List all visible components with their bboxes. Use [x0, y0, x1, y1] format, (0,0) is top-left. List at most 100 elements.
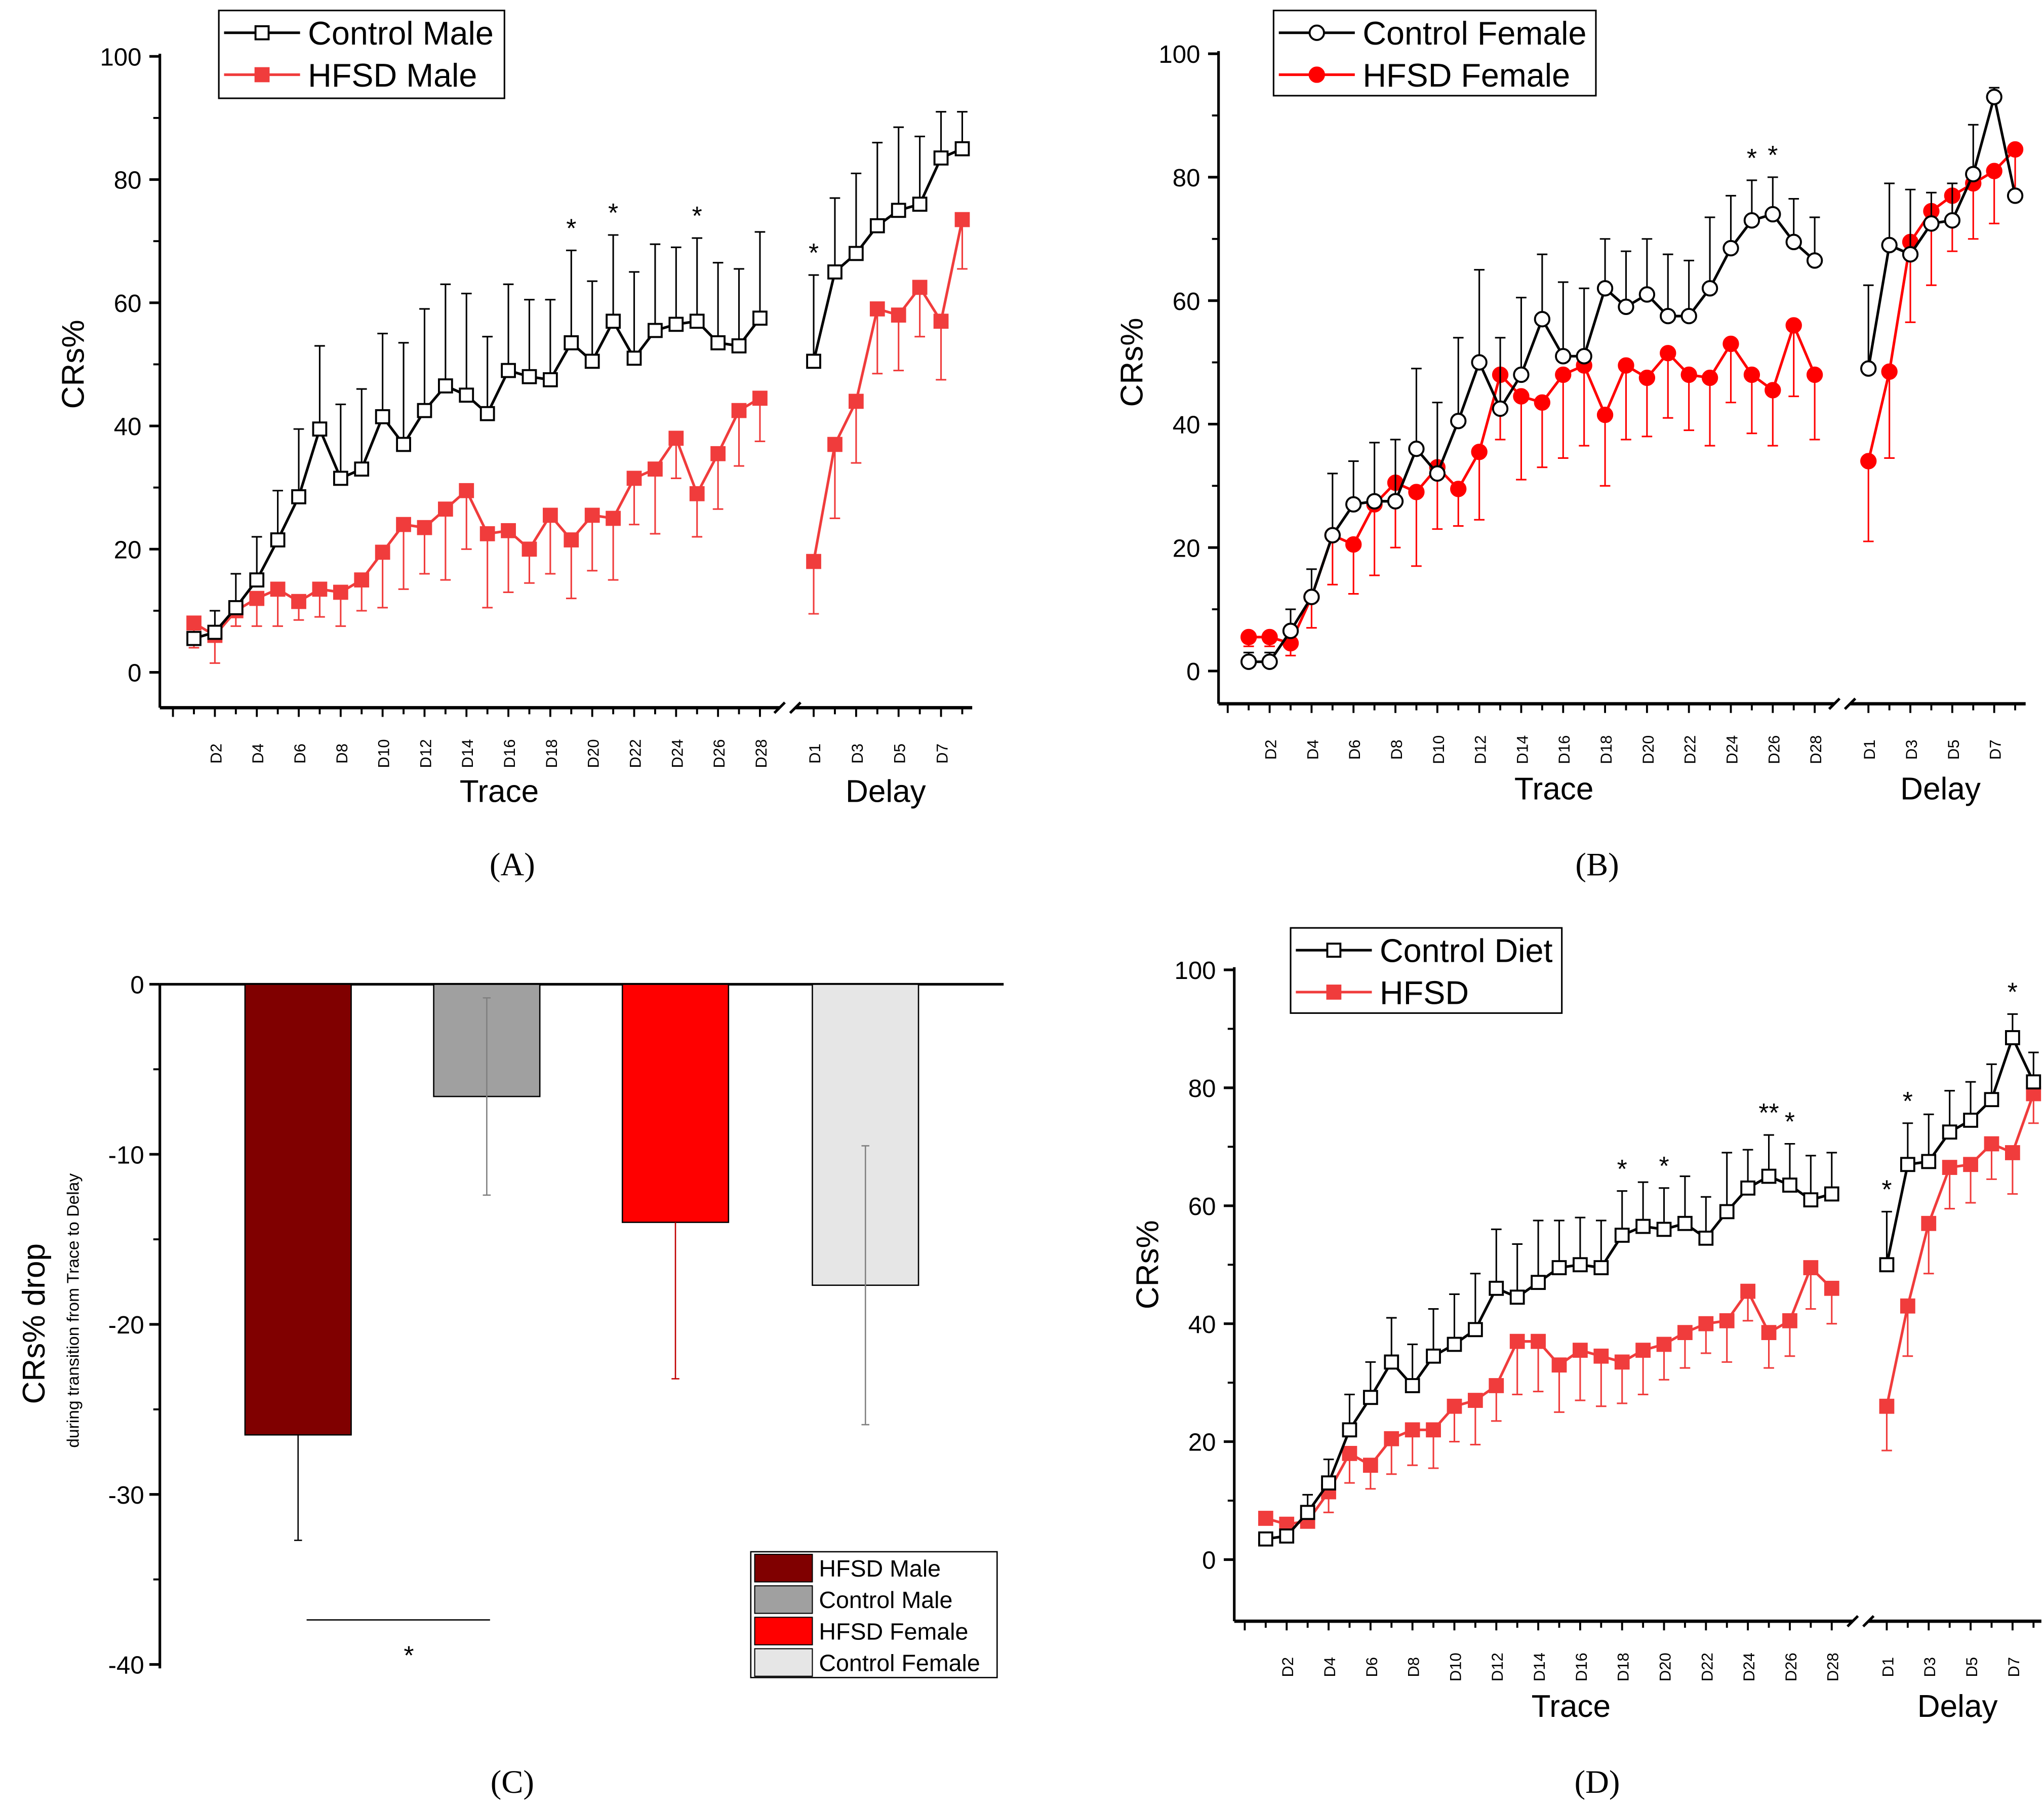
data-point — [1986, 89, 2002, 105]
x-tick-label: D3 — [849, 743, 866, 764]
y-tick-label: 0 — [1202, 1547, 1216, 1575]
data-point — [501, 363, 516, 378]
data-point — [1342, 1445, 1357, 1461]
data-point — [731, 403, 747, 418]
data-point — [396, 517, 411, 532]
panel-b: 0 20 40 60 80 100 CRs% D2 D4 D6 D8 D10 D12 D14 D16 D18 D… — [1115, 10, 2026, 883]
x-tick-label: D10 — [1447, 1653, 1464, 1681]
data-point — [1761, 1325, 1777, 1341]
series-control-diet — [1258, 1013, 2041, 1547]
legend-box — [1272, 10, 1597, 97]
x-tick-label: D6 — [1363, 1657, 1381, 1677]
data-point — [207, 624, 223, 640]
data-point — [1806, 366, 1823, 383]
significance-star: * — [1768, 140, 1778, 170]
data-point — [827, 437, 843, 452]
x-tick-label: D24 — [1723, 735, 1741, 764]
data-point — [1761, 1168, 1777, 1184]
x-tick-label: D10 — [375, 739, 393, 768]
panel-label: (C) — [491, 1763, 534, 1800]
x-tick-label: D12 — [1472, 735, 1490, 764]
data-point — [1258, 1511, 1273, 1526]
data-point — [1719, 1313, 1735, 1328]
data-point — [849, 246, 864, 261]
data-point — [396, 437, 411, 452]
x-tick-label: D20 — [585, 739, 603, 768]
data-point — [1300, 1505, 1315, 1520]
data-point — [1450, 481, 1467, 497]
data-point — [584, 507, 600, 523]
data-point — [1698, 1316, 1714, 1331]
data-point — [954, 212, 970, 227]
legend-marker — [1308, 66, 1325, 83]
data-point — [933, 313, 949, 329]
x-axis-label-trace: Trace — [460, 774, 539, 809]
y-tick-label: 60 — [1173, 288, 1200, 316]
data-point — [1405, 1378, 1420, 1393]
data-point — [891, 307, 906, 323]
axis-break-mark — [789, 701, 801, 714]
data-point — [522, 541, 537, 557]
data-point — [1660, 345, 1676, 362]
data-point — [1596, 280, 1614, 297]
data-point — [1677, 1325, 1693, 1341]
x-tick-label: D7 — [934, 743, 951, 764]
data-point — [1660, 307, 1676, 325]
data-point — [1471, 354, 1488, 371]
data-point — [1656, 1222, 1672, 1237]
data-point — [1555, 348, 1572, 365]
axis-break-mark — [1828, 697, 1841, 710]
x-tick-label: D20 — [1656, 1653, 1674, 1681]
series-hfsd-male — [186, 212, 970, 664]
data-point — [648, 323, 663, 338]
significance-star: * — [1747, 143, 1757, 173]
x-tick-label: D22 — [626, 739, 644, 768]
series-line — [1265, 1265, 1833, 1526]
data-point — [1803, 1192, 1819, 1208]
data-point — [1362, 1390, 1378, 1405]
data-point — [459, 387, 474, 403]
panel-d: 0 20 40 60 80 100 CRs% D2 D4 D6 D8 D10 D12 D14 D16 D18 D… — [1131, 927, 2041, 1800]
data-point — [933, 150, 949, 166]
data-point — [1279, 1528, 1295, 1544]
data-point — [954, 141, 970, 156]
y-axis-label: CRs% — [1115, 318, 1150, 407]
series-line — [1867, 96, 2017, 369]
data-point — [1921, 1215, 1937, 1231]
y-tick-label: 40 — [114, 413, 142, 441]
x-tick-label: D1 — [806, 743, 824, 764]
data-point — [1384, 1431, 1399, 1446]
data-point — [1782, 1313, 1797, 1328]
data-point — [869, 218, 885, 233]
data-point — [312, 421, 328, 437]
x-tick-label: D26 — [1765, 735, 1783, 764]
data-point — [912, 280, 928, 295]
x-tick-label: D8 — [1388, 739, 1406, 760]
data-point — [522, 369, 537, 384]
legend-label: HFSD Male — [308, 57, 477, 94]
data-point — [1342, 1422, 1357, 1438]
x-tick-label: D5 — [1945, 739, 1962, 760]
y-tick-label: 100 — [100, 43, 141, 71]
panel-c: 0 -10 -20 -30 -40 CRs% drop during transition … — [17, 971, 1004, 1800]
data-point — [1362, 1458, 1378, 1473]
x-tick-label: D16 — [1555, 735, 1573, 764]
data-point — [1282, 622, 1299, 639]
x-tick-label: D4 — [1321, 1657, 1339, 1677]
y-tick-label: 60 — [114, 290, 142, 318]
x-tick-label: D22 — [1698, 1653, 1716, 1681]
data-point — [1942, 1124, 1957, 1140]
x-axis-label-delay: Delay — [846, 774, 926, 809]
y-tick-label: -40 — [108, 1652, 144, 1679]
x-tick-label: D26 — [710, 739, 728, 768]
x-tick-label: D7 — [2005, 1657, 2023, 1677]
legend-swatch — [754, 1617, 813, 1645]
data-point — [1408, 440, 1425, 457]
significance-star: * — [404, 1641, 414, 1670]
series-line — [193, 317, 762, 640]
x-tick-label: D24 — [1740, 1653, 1758, 1681]
data-point — [827, 264, 843, 280]
data-point — [891, 203, 906, 218]
data-point — [1513, 388, 1530, 405]
data-point — [1429, 465, 1446, 482]
